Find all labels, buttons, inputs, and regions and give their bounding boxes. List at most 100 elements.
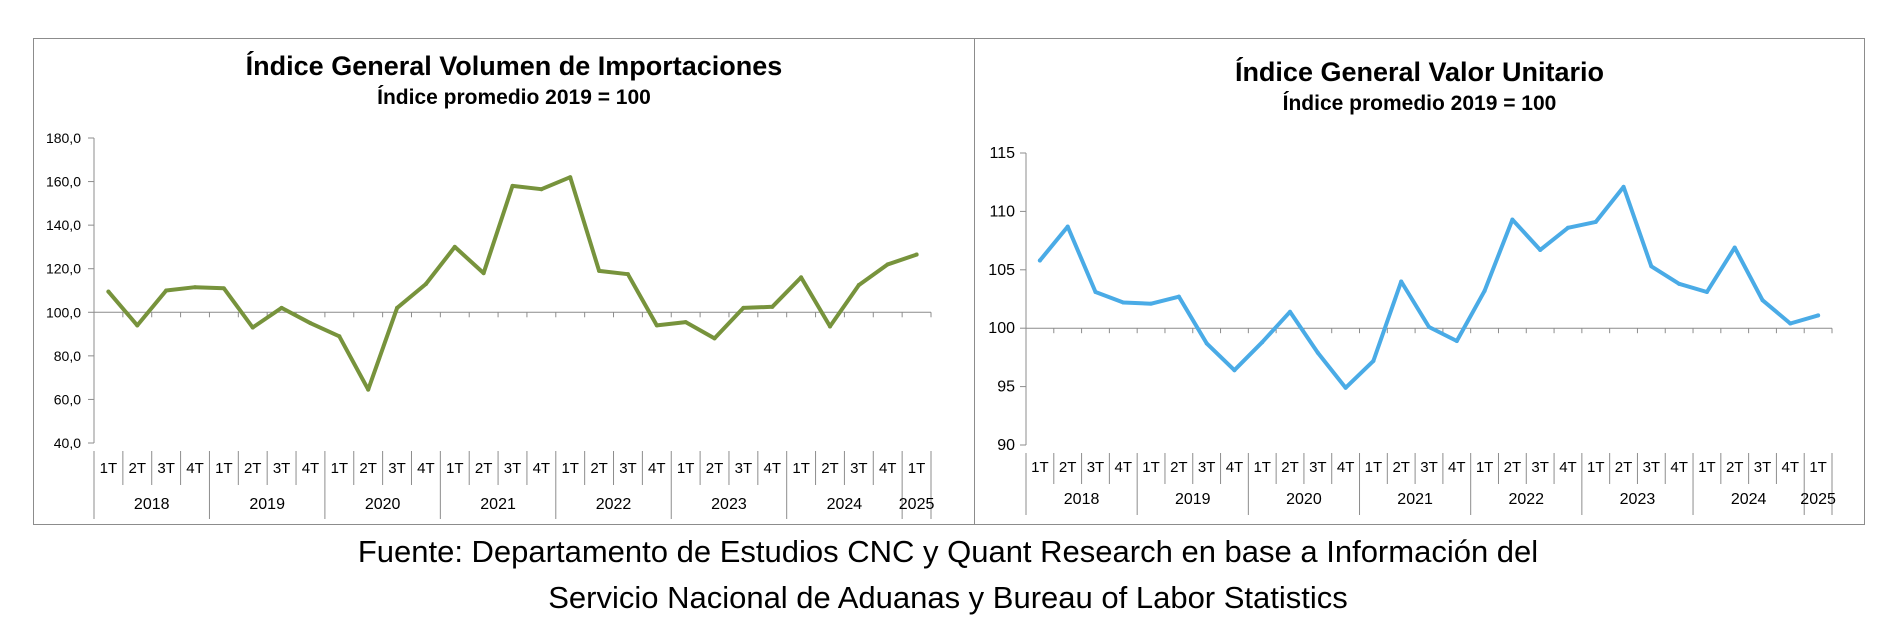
- data-point: [1593, 219, 1598, 224]
- year-label: 2019: [1175, 491, 1211, 508]
- quarter-label: 4T: [1670, 459, 1688, 476]
- chart-title: Índice General Volumen de Importaciones: [245, 51, 783, 81]
- data-point: [106, 289, 111, 294]
- quarter-label: 4T: [879, 460, 897, 477]
- year-label: 2022: [596, 496, 632, 513]
- data-point: [250, 325, 255, 330]
- data-point: [1816, 313, 1821, 318]
- data-point: [856, 283, 861, 288]
- data-point: [366, 387, 371, 392]
- quarter-label: 4T: [533, 460, 551, 477]
- quarter-label: 4T: [186, 460, 204, 477]
- quarter-label: 3T: [735, 460, 753, 477]
- quarter-label: 1T: [792, 460, 810, 477]
- data-point: [1204, 341, 1209, 346]
- data-point: [568, 175, 573, 180]
- data-point: [1649, 264, 1654, 269]
- quarter-label: 4T: [417, 460, 435, 477]
- quarter-label: 4T: [1226, 459, 1244, 476]
- data-point: [1621, 184, 1626, 189]
- quarter-label: 1T: [1365, 459, 1383, 476]
- line-chart-valor-unitario: 90 95 100 105 110 115 1T 2T 3T 4T 1T 2T 3T 4T 1T 2T 3T 4T…: [988, 145, 1836, 515]
- year-label: 2021: [1397, 491, 1433, 508]
- quarter-label: 3T: [1420, 459, 1438, 476]
- quarter-label: 4T: [302, 460, 320, 477]
- quarter-label: 3T: [273, 460, 291, 477]
- data-point: [1343, 385, 1348, 390]
- y-tick-label: 100: [988, 320, 1015, 337]
- quarter-label: 2T: [359, 460, 377, 477]
- data-point: [799, 275, 804, 280]
- y-tick-label: 180,0: [46, 130, 81, 146]
- data-point: [654, 323, 659, 328]
- data-point: [1510, 217, 1515, 222]
- year-label: 2023: [1620, 491, 1656, 508]
- data-point: [1788, 321, 1793, 326]
- quarter-label: 1T: [1587, 459, 1605, 476]
- quarter-label: 4T: [1782, 459, 1800, 476]
- data-point: [1565, 225, 1570, 230]
- data-point: [683, 320, 688, 325]
- quarter-label: 4T: [1115, 459, 1133, 476]
- data-point: [1037, 258, 1042, 263]
- data-point: [1176, 294, 1181, 299]
- data-point: [135, 323, 140, 328]
- data-point: [770, 304, 775, 309]
- data-point: [597, 268, 602, 273]
- source-note-line-2: Servicio Nacional de Aduanas y Bureau of…: [548, 580, 1348, 615]
- data-point: [1093, 289, 1098, 294]
- data-point: [1288, 309, 1293, 314]
- data-point: [193, 285, 198, 290]
- chart-subtitle: Índice promedio 2019 = 100: [377, 86, 651, 109]
- data-point: [1732, 245, 1737, 250]
- data-point: [221, 286, 226, 291]
- data-point: [1232, 368, 1237, 373]
- data-point: [1399, 279, 1404, 284]
- quarter-label: 4T: [648, 460, 666, 477]
- data-point: [1149, 301, 1154, 306]
- data-point: [1315, 350, 1320, 355]
- data-point: [539, 187, 544, 192]
- year-label: 2025: [899, 496, 935, 513]
- chart-title-block: Índice General Volumen de Importaciones …: [34, 51, 994, 110]
- chart-title: Índice General Valor Unitario: [1234, 57, 1605, 87]
- quarter-label: 2T: [1281, 459, 1299, 476]
- data-point: [1760, 298, 1765, 303]
- year-label: 2024: [1731, 491, 1767, 508]
- quarter-label: 3T: [1087, 459, 1105, 476]
- y-tick-label: 120,0: [46, 261, 81, 277]
- y-tick-label: 115: [989, 145, 1015, 162]
- data-point: [885, 262, 890, 267]
- data-point: [914, 252, 919, 257]
- y-tick-label: 40,0: [54, 435, 81, 451]
- data-point: [452, 244, 457, 249]
- year-label: 2019: [249, 496, 285, 513]
- source-note-line-1: Fuente: Departamento de Estudios CNC y Q…: [357, 534, 1539, 569]
- data-point: [1704, 289, 1709, 294]
- y-tick-label: 95: [997, 379, 1015, 396]
- data-point: [1427, 325, 1431, 330]
- quarter-label: 2T: [475, 460, 493, 477]
- data-point: [395, 305, 400, 310]
- series-line: [106, 175, 919, 392]
- chart-subtitle: Índice promedio 2019 = 100: [1282, 92, 1557, 115]
- quarter-label: 1T: [100, 460, 118, 477]
- data-point: [279, 305, 284, 310]
- year-label: 2022: [1508, 491, 1544, 508]
- chart-panel-volumen: Índice General Volumen de Importaciones …: [33, 38, 995, 525]
- quarter-label: 4T: [1448, 459, 1466, 476]
- y-tick-label: 60,0: [54, 391, 81, 407]
- y-tick-label: 105: [988, 262, 1015, 279]
- data-point: [1065, 224, 1070, 229]
- data-point: [1121, 300, 1126, 305]
- year-label: 2018: [134, 496, 170, 513]
- data-point: [164, 288, 169, 293]
- data-point: [510, 183, 515, 188]
- quarter-label: 1T: [1253, 459, 1271, 476]
- quarter-label: 1T: [1698, 459, 1716, 476]
- y-tick-label: 90: [997, 437, 1015, 454]
- year-label: 2024: [827, 496, 863, 513]
- quarter-label: 2T: [590, 460, 608, 477]
- quarter-label: 3T: [1643, 459, 1661, 476]
- y-tick-label: 80,0: [54, 348, 81, 364]
